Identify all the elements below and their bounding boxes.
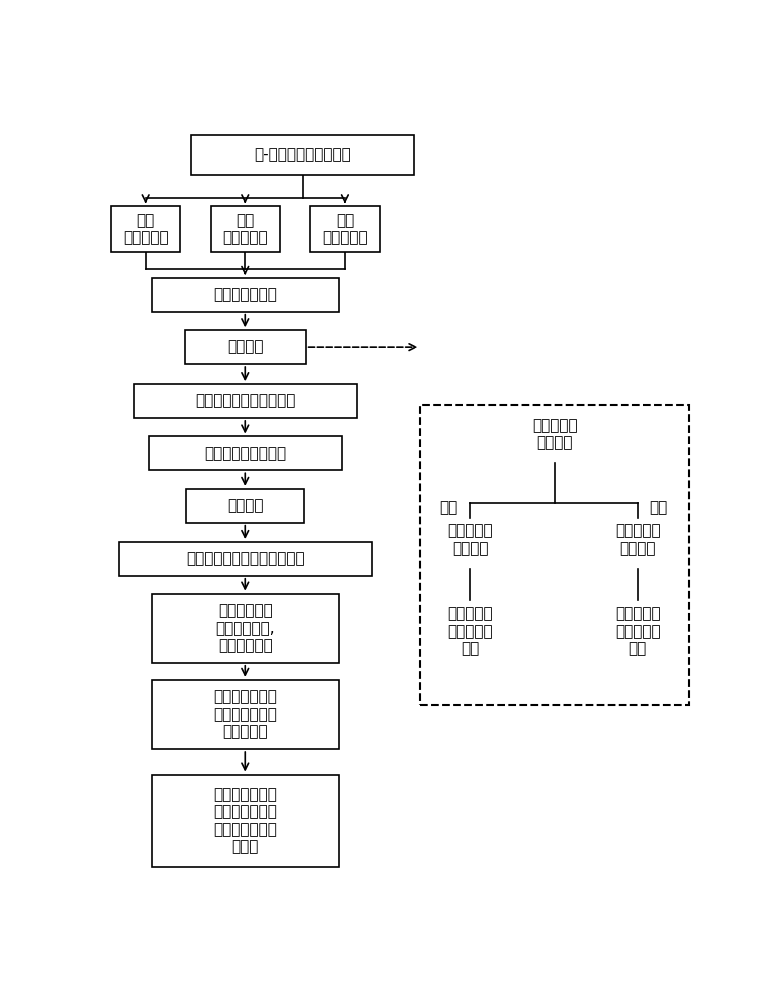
Bar	[152, 278, 339, 312]
Text: 第二检波器
阵列信号: 第二检波器 阵列信号	[448, 523, 493, 556]
Bar	[185, 330, 305, 364]
Text: 第二地震信号
初步波速反演,
获得波速概况: 第二地震信号 初步波速反演, 获得波速概况	[216, 603, 275, 653]
Text: 第三
检波器阵列: 第三 检波器阵列	[322, 213, 368, 246]
Text: 第三地震信号波
速矫正，获得初
始波速模型: 第三地震信号波 速矫正，获得初 始波速模型	[213, 690, 277, 739]
Bar	[186, 489, 304, 523]
Bar	[152, 680, 339, 749]
Text: 海-隧联合探测地震信号: 海-隧联合探测地震信号	[254, 147, 351, 162]
Text: 干涉后第三
检波器阵列
信号: 干涉后第三 检波器阵列 信号	[615, 606, 661, 656]
Text: 第一检波器
阵列信号: 第一检波器 阵列信号	[532, 418, 578, 450]
Bar	[152, 774, 339, 867]
Bar	[149, 436, 342, 470]
Bar	[310, 206, 379, 252]
Bar	[134, 384, 357, 418]
Text: 接收信号预处理: 接收信号预处理	[213, 287, 277, 302]
Text: 观测系统导入及初至拾取: 观测系统导入及初至拾取	[195, 394, 295, 409]
Bar	[118, 542, 372, 576]
Bar	[421, 405, 689, 705]
Text: 第三检波器
阵列信号: 第三检波器 阵列信号	[615, 523, 661, 556]
Text: 信号干涉: 信号干涉	[227, 340, 263, 355]
Bar	[111, 206, 181, 252]
Text: 干涉后第二
检波器阵列
信号: 干涉后第二 检波器阵列 信号	[448, 606, 493, 656]
Text: 道集均衡: 道集均衡	[227, 498, 263, 513]
Text: 第一
检波器阵列: 第一 检波器阵列	[123, 213, 168, 246]
Bar	[152, 594, 339, 663]
Text: 干涉: 干涉	[650, 500, 668, 515]
Text: 利用第一地震信
号和初始波速模
型反演及逆时偏
移成像: 利用第一地震信 号和初始波速模 型反演及逆时偏 移成像	[213, 787, 277, 854]
Text: 第二
检波器阵列: 第二 检波器阵列	[223, 213, 268, 246]
Bar	[191, 135, 414, 175]
Text: 干涉: 干涉	[439, 500, 458, 515]
Text: 频谱分析及带通滤波: 频谱分析及带通滤波	[204, 446, 287, 461]
Text: 有效反射波提取及纵横波分离: 有效反射波提取及纵横波分离	[186, 551, 305, 566]
Bar	[210, 206, 280, 252]
